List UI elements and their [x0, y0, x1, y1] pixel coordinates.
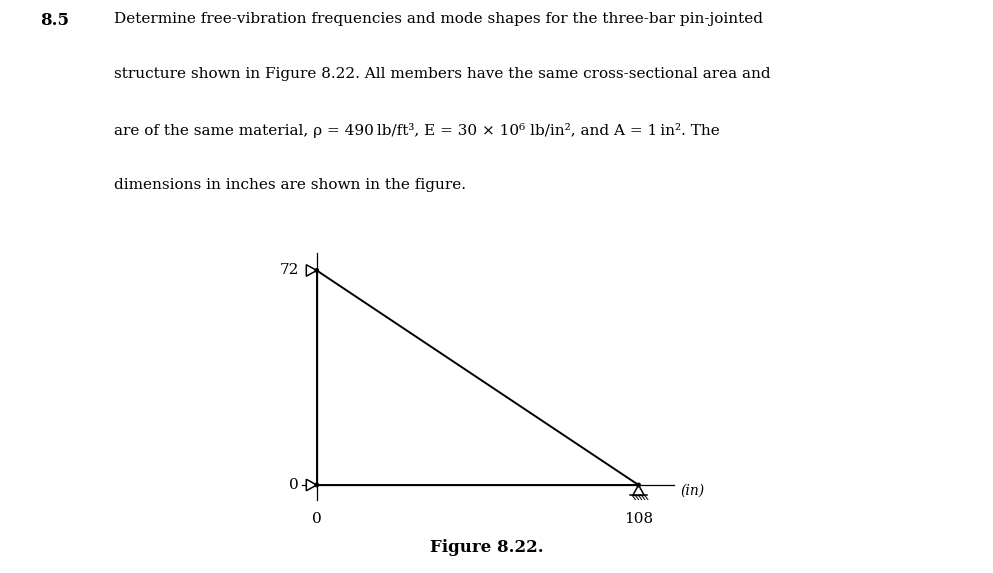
- Text: 0: 0: [289, 478, 299, 492]
- Polygon shape: [306, 265, 317, 276]
- Text: are of the same material, ρ = 490 lb/ft³, E = 30 × 10⁶ lb/in², and A = 1 in². Th: are of the same material, ρ = 490 lb/ft³…: [114, 123, 720, 138]
- Circle shape: [637, 483, 640, 487]
- Polygon shape: [306, 479, 317, 490]
- Circle shape: [315, 269, 319, 272]
- Text: 72: 72: [279, 264, 299, 277]
- Text: 8.5: 8.5: [40, 12, 69, 29]
- Text: dimensions in inches are shown in the figure.: dimensions in inches are shown in the fi…: [114, 178, 466, 192]
- Polygon shape: [633, 485, 644, 496]
- Text: 0: 0: [312, 512, 322, 526]
- Circle shape: [315, 483, 319, 487]
- Text: structure shown in Figure 8.22. All members have the same cross-sectional area a: structure shown in Figure 8.22. All memb…: [114, 68, 771, 81]
- Text: Determine free-vibration frequencies and mode shapes for the three-bar pin-joint: Determine free-vibration frequencies and…: [114, 12, 764, 26]
- Text: Figure 8.22.: Figure 8.22.: [430, 539, 543, 556]
- Text: (in): (in): [680, 484, 704, 498]
- Text: 108: 108: [624, 512, 653, 526]
